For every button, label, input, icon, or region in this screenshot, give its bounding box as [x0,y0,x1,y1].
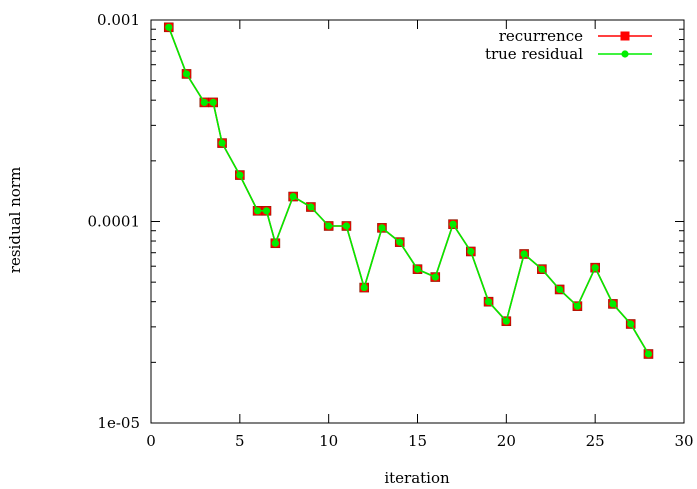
series-true-residual [165,23,653,358]
data-point [627,320,635,328]
data-point [484,298,493,306]
data-point [342,222,351,230]
data-point [609,300,617,308]
x-tick-label: 15 [408,432,427,450]
legend-swatch-marker [620,31,630,41]
data-point [307,203,315,211]
x-tick-label: 5 [235,432,245,450]
data-point [200,98,208,107]
data-point [431,273,439,281]
data-point [413,265,422,273]
x-tick-label: 0 [146,432,156,450]
data-point [467,247,475,256]
plot-frame [150,19,685,424]
minor-ticks [151,28,684,363]
data-point [556,285,564,294]
x-axis-title: iteration [384,469,450,487]
data-point [262,207,271,215]
x-tick-label: 10 [319,432,338,450]
major-ticks [150,19,685,424]
legend-label: true residual [485,45,583,63]
series-line [168,27,650,355]
legend-item: recurrence [499,27,652,45]
data-point [289,192,297,201]
y-tick-label: 0.001 [97,11,140,29]
x-tick-label: 30 [674,432,693,450]
data-point [271,239,279,247]
data-point [360,283,368,292]
data-point [591,264,599,272]
x-tick-label: 25 [586,432,605,450]
data-point [182,70,191,78]
data-point [644,350,653,358]
y-axis-title: residual norm [6,167,24,273]
data-point [573,302,582,310]
y-tick-label: 1e-05 [97,414,140,432]
data-point [396,238,404,246]
data-point [209,98,217,107]
data-point [236,171,244,179]
data-point [378,224,386,232]
data-point [502,317,510,325]
y-tick-label: 0.0001 [88,213,141,231]
data-point [254,207,262,215]
legend-label: recurrence [499,27,583,45]
data-point [520,250,528,258]
data-point [165,23,173,31]
legend-item: true residual [485,45,652,63]
data-point [449,220,457,228]
legend-swatch-marker [621,50,629,58]
data-point [325,222,333,230]
data-point [538,265,546,273]
x-tick-label: 20 [497,432,516,450]
tick-labels: 0 5 10 15 20 25 30 0.001 0.0001 1e-05 [88,11,694,450]
series-layer [163,22,654,359]
data-point [218,139,226,147]
